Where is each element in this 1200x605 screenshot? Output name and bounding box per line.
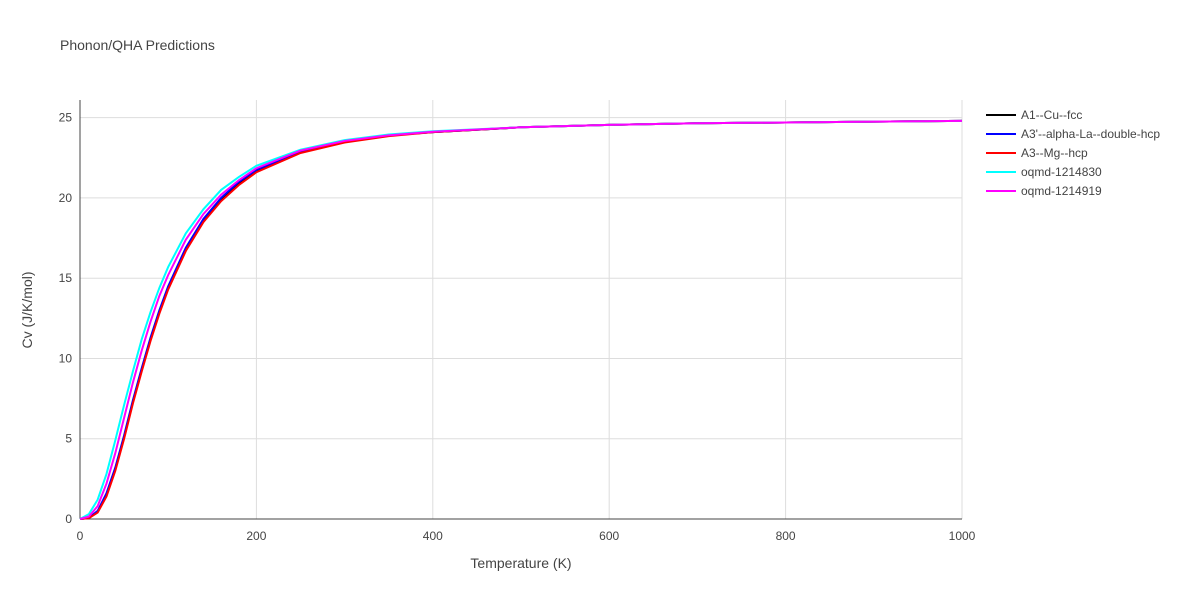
y-tick-label: 10: [59, 351, 73, 365]
chart-title: Phonon/QHA Predictions: [60, 37, 215, 53]
x-tick-label: 1000: [949, 529, 976, 543]
y-tick-label: 0: [65, 512, 72, 526]
series-line: [79, 119, 963, 520]
legend-label: A1--Cu--fcc: [1021, 108, 1082, 122]
y-tick-label: 5: [65, 432, 72, 446]
y-tick-label: 25: [59, 111, 73, 125]
series-line: [79, 119, 963, 520]
series-line: [79, 119, 963, 520]
legend-label: oqmd-1214830: [1021, 165, 1102, 179]
legend-label: A3--Mg--hcp: [1021, 146, 1088, 160]
y-axis-label: Cv (J/K/mol): [19, 272, 35, 349]
x-tick-label: 200: [246, 529, 266, 543]
y-tick-label: 20: [59, 191, 73, 205]
x-tick-label: 600: [599, 529, 619, 543]
legend-label: oqmd-1214919: [1021, 184, 1102, 198]
series-line: [79, 119, 963, 520]
series-line: [79, 119, 963, 520]
y-tick-label: 15: [59, 271, 73, 285]
x-tick-label: 800: [776, 529, 796, 543]
x-tick-label: 400: [423, 529, 443, 543]
x-axis-label: Temperature (K): [470, 555, 571, 571]
x-tick-label: 0: [77, 529, 84, 543]
legend-label: A3'--alpha-La--double-hcp: [1021, 127, 1160, 141]
